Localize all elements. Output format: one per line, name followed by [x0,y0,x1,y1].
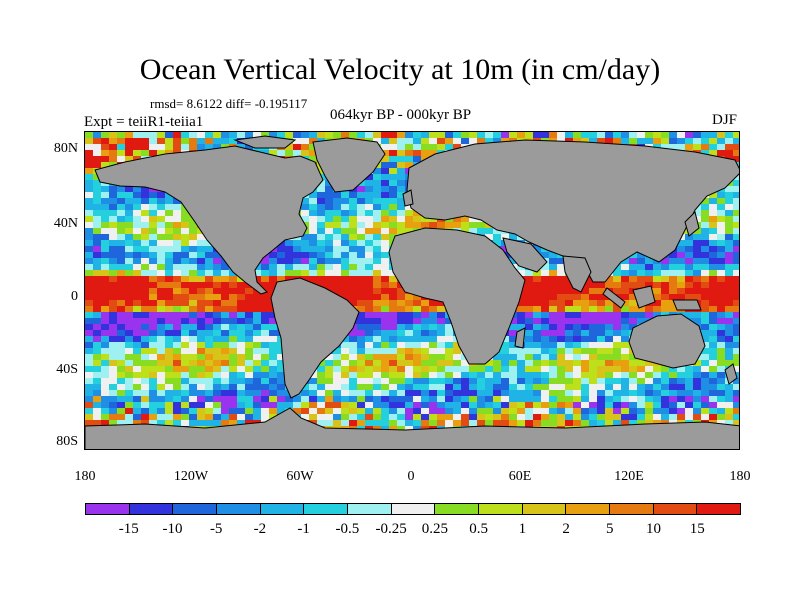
lon-label-120w: 120W [173,469,209,484]
north-america-landmass [94,145,324,295]
colorbar-label: 0.5 [469,521,488,537]
colorbar-swatch [348,504,392,514]
lon-label-180e: 180 [729,469,751,484]
colorbar-label: -0.25 [375,521,407,537]
experiment-label: Expt = teiiR1-teiia1 [84,114,204,130]
colorbar-swatch [260,504,305,514]
colorbar-label: -2 [253,521,267,537]
borneo-island [632,285,656,309]
map-panel [84,131,740,450]
colorbar-swatch [217,504,261,514]
colorbar-swatch [566,504,611,514]
africa-landmass [388,227,526,365]
colorbar-label: 10 [646,521,662,537]
colorbar-label: -15 [118,521,139,537]
lon-label-180w: 180 [74,469,96,484]
new-guinea-island [672,299,702,311]
eurasia-landmass [406,139,739,283]
colorbar-label: -5 [209,521,223,537]
greenland-landmass [312,137,386,193]
australia-landmass [628,313,706,369]
period-label: 064kyr BP - 000kyr BP [330,107,472,123]
colorbar-swatch [610,504,654,514]
arabia-landmass [502,237,548,273]
lat-label-40s: 40S [56,362,78,377]
colorbar-swatch [653,504,698,514]
map-title: Ocean Vertical Velocity at 10m (in cm/da… [139,53,661,86]
stats-text: rmsd= 8.6122 diff= -0.195117 [150,96,308,111]
japan-islands [684,211,700,237]
new-zealand-islands [724,363,738,385]
lon-label-60w: 60W [286,469,314,484]
colorbar-swatch [129,504,174,514]
lon-label-60e: 60E [508,469,532,484]
lon-label-0: 0 [407,469,415,484]
madagascar-island [514,327,526,349]
colorbar-swatch [479,504,523,514]
lat-label-40n: 40N [53,216,78,231]
colorbar-label: 15 [689,521,705,537]
uk-islands [402,189,414,207]
colorbar-swatch [435,504,480,514]
antarctica-landmass [85,407,739,449]
colorbar [85,503,741,515]
colorbar-label: -1 [297,521,310,537]
lat-label-80s: 80S [56,434,78,449]
lon-label-120e: 120E [614,469,644,484]
colorbar-swatch [173,504,218,514]
colorbar-swatch [86,504,130,514]
south-america-landmass [270,277,360,399]
colorbar-label: 2 [562,521,570,537]
colorbar-swatch [304,504,349,514]
colorbar-swatch [391,504,436,514]
lat-label-equator: 0 [71,289,78,304]
lat-label-80n: 80N [53,141,78,156]
colorbar-swatch [522,504,567,514]
colorbar-label: -0.5 [335,521,360,537]
colorbar-label: 0.25 [421,521,448,537]
colorbar-label: 1 [518,521,527,537]
season-label: DJF [712,112,738,128]
india-landmass [562,255,592,293]
colorbar-label: 5 [606,521,614,537]
ocean-velocity-map [85,132,739,449]
colorbar-label: -10 [162,521,183,537]
sumatra-island [602,287,626,309]
arctic-islands [233,135,297,149]
colorbar-swatch [697,504,741,514]
